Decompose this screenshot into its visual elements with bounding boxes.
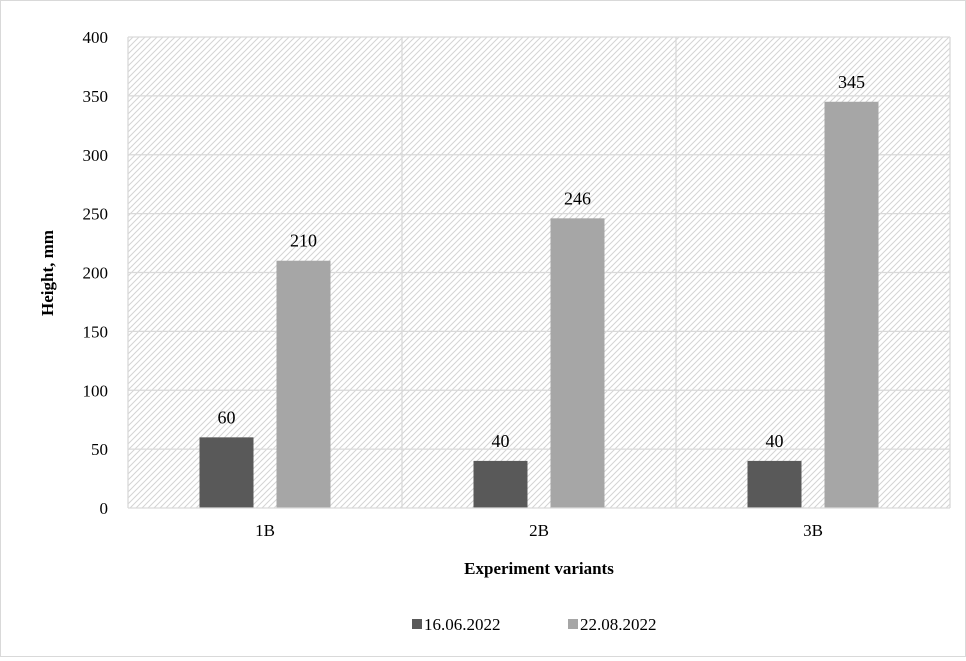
legend-item: 16.06.2022: [412, 615, 501, 634]
bar: [276, 260, 331, 508]
legend-label: 22.08.2022: [580, 615, 657, 634]
data-label: 210: [290, 231, 317, 251]
data-label: 40: [492, 431, 510, 451]
y-tick-label: 250: [83, 205, 109, 224]
y-tick-label: 400: [83, 28, 109, 47]
data-label: 246: [564, 188, 591, 208]
y-tick-label: 150: [83, 322, 109, 341]
bar: [550, 218, 605, 508]
legend-swatch: [412, 619, 422, 629]
bar: [747, 460, 802, 508]
bar: [473, 460, 528, 508]
y-tick-label: 200: [83, 264, 109, 283]
y-tick-label: 100: [83, 381, 109, 400]
y-axis-title: Height, mm: [38, 230, 57, 316]
legend-item: 22.08.2022: [568, 615, 657, 634]
y-tick-label: 350: [83, 87, 109, 106]
data-label: 345: [838, 72, 865, 92]
legend-swatch: [568, 619, 578, 629]
y-tick-label: 300: [83, 146, 109, 165]
data-label: 60: [218, 407, 236, 427]
y-tick-label: 50: [91, 440, 108, 459]
bar: [199, 437, 254, 508]
x-tick-label: 3B: [803, 521, 823, 540]
data-label: 40: [766, 431, 784, 451]
x-tick-label: 1B: [255, 521, 275, 540]
legend: 16.06.2022 22.08.2022: [412, 615, 657, 634]
bar: [824, 101, 879, 508]
x-tick-label: 2B: [529, 521, 549, 540]
legend-label: 16.06.2022: [424, 615, 501, 634]
x-axis-title: Experiment variants: [464, 559, 614, 578]
y-tick-label: 0: [100, 499, 109, 518]
